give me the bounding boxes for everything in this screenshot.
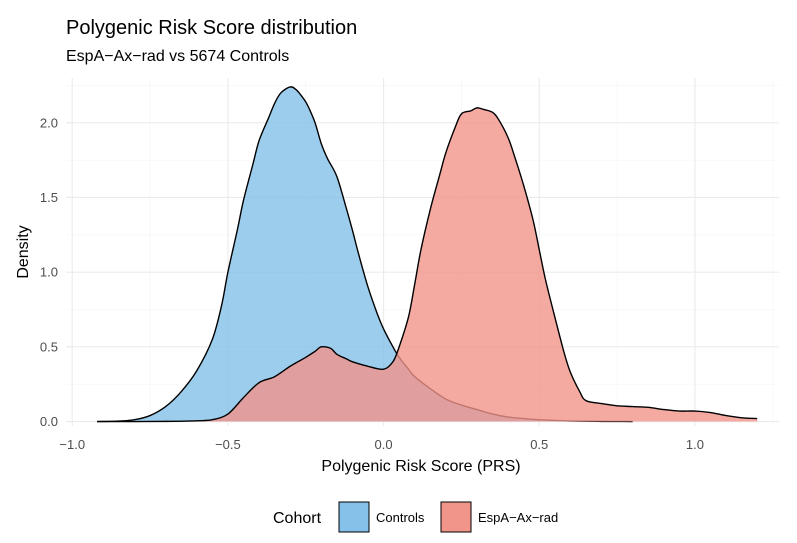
y-axis-title: Density [15,225,32,278]
legend-title: Cohort [273,510,322,527]
legend: Cohort Controls EspA−Ax−rad [273,501,558,533]
y-tick-label: 0.0 [40,414,58,429]
legend-label-controls: Controls [376,510,425,525]
density-line-espa-ax-rad [97,107,758,423]
x-tick-label: 1.0 [686,437,704,452]
x-tick-label: 0.0 [375,437,393,452]
x-tick-label: −1.0 [59,437,85,452]
density-areas [97,86,758,423]
y-axis-ticks: 0.0 0.5 1.0 1.5 2.0 [40,115,58,429]
y-tick-label: 1.0 [40,265,58,280]
x-axis-ticks: −1.0 −0.5 0.0 0.5 1.0 [59,437,704,452]
density-area-controls [97,86,633,422]
legend-key-controls [338,501,370,533]
y-tick-label: 1.5 [40,190,58,205]
chart-subtitle: EspA−Ax−rad vs 5674 Controls [66,48,289,65]
x-axis-title: Polygenic Risk Score (PRS) [321,458,520,475]
legend-key-espa-ax-rad [440,501,472,533]
density-area-espa-ax-rad [97,107,758,422]
y-tick-label: 2.0 [40,115,58,130]
legend-label-espa-ax-rad: EspA−Ax−rad [478,510,558,525]
y-tick-label: 0.5 [40,339,58,354]
x-tick-label: 0.5 [530,437,548,452]
chart-title: Polygenic Risk Score distribution [66,17,357,39]
x-tick-label: −0.5 [215,437,241,452]
